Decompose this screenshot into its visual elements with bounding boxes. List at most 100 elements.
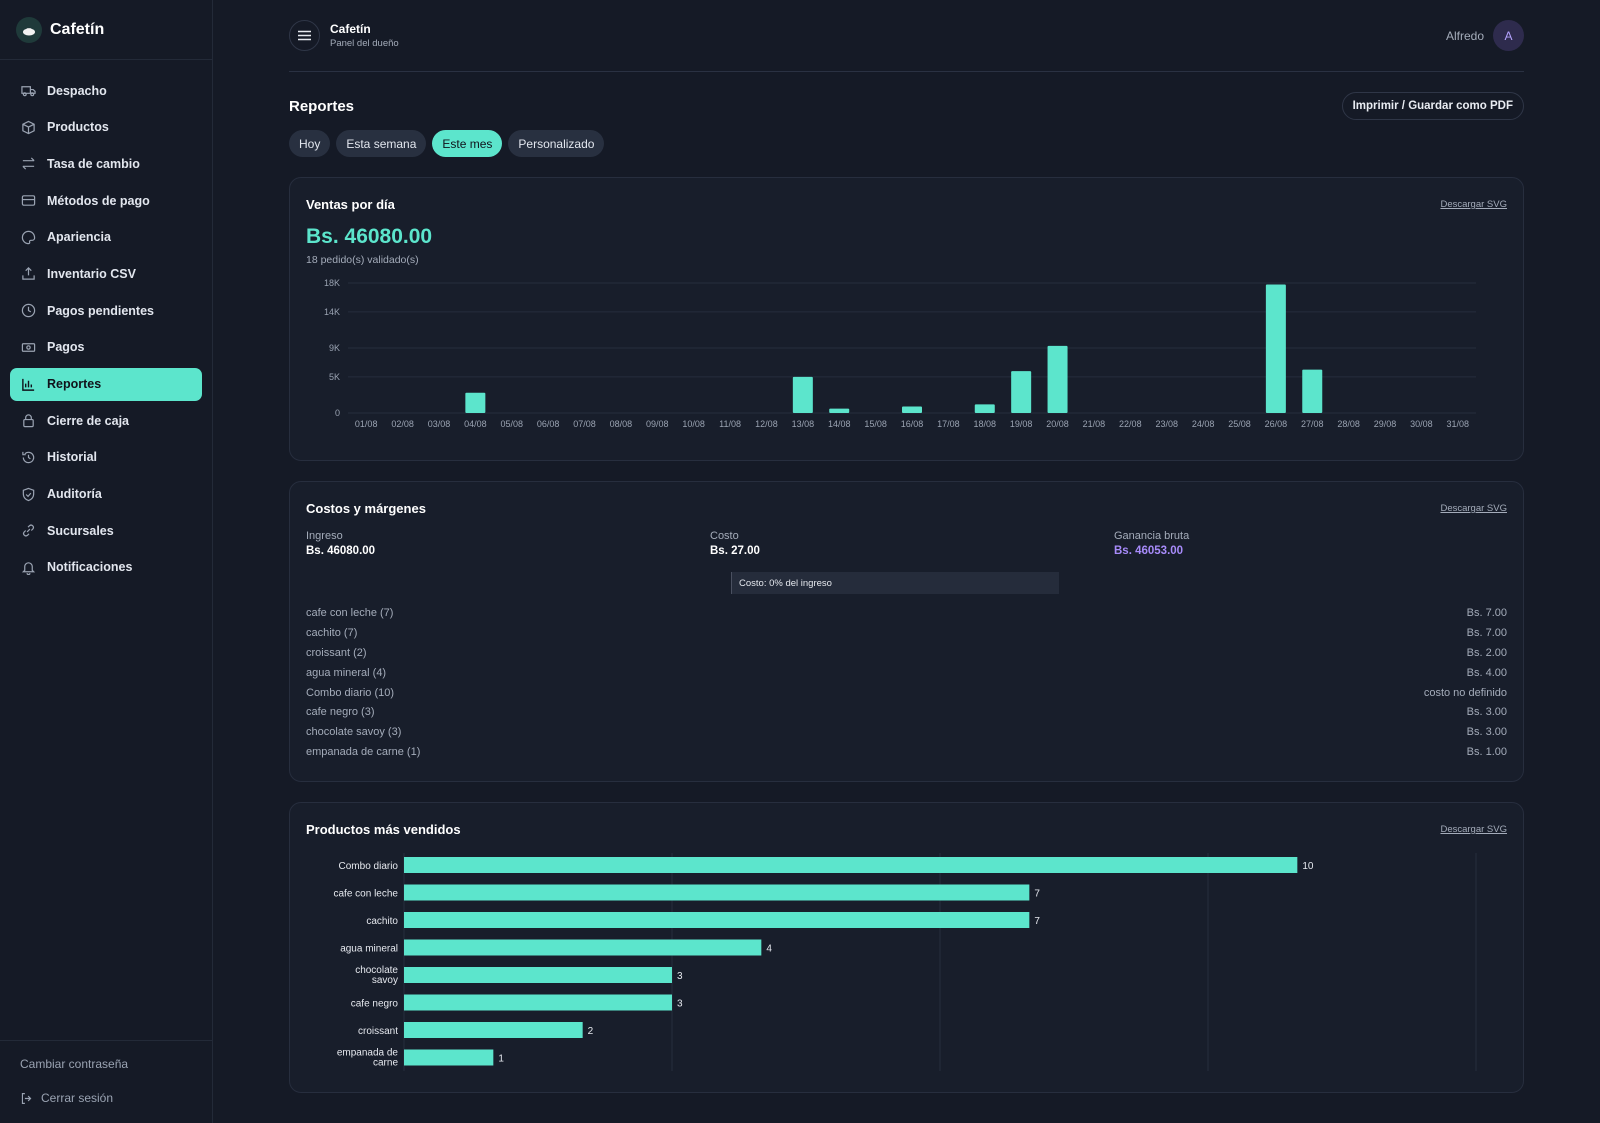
cost-item-value: Bs. 1.00 — [1466, 746, 1507, 759]
sidebar-item-productos[interactable]: Productos — [10, 111, 202, 144]
sidebar-item-despacho[interactable]: Despacho — [10, 74, 202, 107]
metric-cost: Costo Bs. 27.00 — [710, 530, 760, 557]
cost-item-name: croissant (2) — [306, 646, 367, 659]
x-tick-label: 05/08 — [500, 419, 523, 429]
page-title: Reportes — [289, 97, 355, 115]
user-menu[interactable]: Alfredo A — [1446, 20, 1524, 51]
product-value-label: 1 — [498, 1054, 504, 1065]
x-tick-label: 17/08 — [937, 419, 960, 429]
sidebar-nav: Despacho Productos Tasa de cambio Métodos d… — [0, 60, 212, 584]
cost-row: croissant (2) Bs. 2.00 — [306, 647, 1507, 667]
sales-bar — [1011, 371, 1032, 413]
x-tick-label: 12/08 — [755, 419, 778, 429]
x-tick-label: 06/08 — [537, 419, 560, 429]
cost-item-name: empanada de carne (1) — [306, 746, 421, 759]
banknote-icon — [21, 342, 36, 352]
shield-icon — [22, 487, 35, 501]
topbar: Cafetín Panel del dueño Alfredo A — [289, 0, 1524, 72]
cost-row: chocolate savoy (3) Bs. 3.00 — [306, 726, 1507, 746]
history-icon — [22, 451, 35, 464]
x-tick-label: 16/08 — [901, 419, 924, 429]
cost-item-name: cachito (7) — [306, 626, 358, 639]
sales-bar — [1302, 369, 1323, 413]
sales-bar — [465, 392, 486, 413]
sidebar-item-label: Tasa de cambio — [47, 156, 140, 171]
logout-link[interactable]: Cerrar sesión — [20, 1091, 212, 1105]
filter-pill[interactable]: Esta semana — [336, 130, 427, 157]
cost-item-value: Bs. 3.00 — [1466, 726, 1507, 739]
sidebar: Cafetín Despacho Productos Tasa de cambio M… — [0, 0, 213, 1123]
filter-pill[interactable]: Este mes — [432, 130, 503, 157]
filter-pill[interactable]: Personalizado — [508, 130, 605, 157]
sidebar-item-cierre-de-caja[interactable]: Cierre de caja — [10, 404, 202, 437]
product-bar — [404, 1049, 494, 1066]
print-pdf-button[interactable]: Imprimir / Guardar como PDF — [1341, 92, 1524, 120]
palette-icon — [21, 230, 36, 244]
product-label: cafe con leche — [334, 889, 399, 900]
sidebar-item-label: Reportes — [47, 377, 102, 391]
sidebar-item-auditoria[interactable]: Auditoría — [10, 478, 202, 511]
sidebar-item-apariencia[interactable]: Apariencia — [10, 221, 202, 254]
cost-item-name: cafe con leche (7) — [306, 607, 394, 619]
sidebar-item-metodos-de-pago[interactable]: Métodos de pago — [10, 184, 202, 217]
x-tick-label: 27/08 — [1301, 419, 1324, 429]
sidebar-item-tasa-de-cambio[interactable]: Tasa de cambio — [10, 147, 202, 180]
top-products-download-svg-link[interactable]: Descargar SVG — [1440, 824, 1507, 835]
costs-download-svg-link[interactable]: Descargar SVG — [1440, 503, 1507, 514]
sidebar-item-label: Cierre de caja — [47, 413, 129, 428]
logout-icon — [21, 1092, 32, 1104]
sidebar-item-sucursales[interactable]: Sucursales — [10, 514, 202, 547]
sales-bar — [902, 406, 922, 413]
app-heading: Cafetín Panel del dueño — [330, 22, 399, 49]
x-tick-label: 30/08 — [1410, 419, 1433, 429]
metric-value: Bs. 46080.00 — [306, 545, 376, 557]
cost-row: cafe con leche (7) Bs. 7.00 — [306, 607, 1507, 627]
avatar[interactable]: A — [1493, 20, 1524, 51]
x-tick-label: 10/08 — [682, 419, 705, 429]
sidebar-item-label: Productos — [47, 120, 109, 135]
main-content: Cafetín Panel del dueño Alfredo A Report… — [289, 0, 1524, 1093]
product-bar — [404, 994, 672, 1011]
cost-item-name: agua mineral (4) — [306, 666, 387, 679]
coffee-cup-icon — [16, 16, 42, 43]
product-bar — [404, 912, 1030, 928]
bar-chart-icon — [22, 378, 35, 391]
product-value-label: 7 — [1034, 916, 1040, 927]
cost-item-name: Combo diario (10) — [306, 686, 395, 699]
x-tick-label: 14/08 — [828, 419, 851, 429]
cost-row: cafe negro (3) Bs. 3.00 — [306, 706, 1507, 726]
costs-card: Costos y márgenes Descargar SVG Ingreso … — [289, 481, 1524, 782]
credit-card-icon — [21, 195, 36, 206]
sidebar-item-label: Pagos — [47, 340, 85, 355]
sales-card: Ventas por día Descargar SVG Bs. 46080.0… — [289, 177, 1524, 461]
sidebar-item-pagos[interactable]: Pagos — [10, 331, 202, 364]
filter-pill[interactable]: Hoy — [289, 130, 331, 157]
sidebar-item-label: Despacho — [47, 83, 107, 98]
metric-label: Ingreso — [306, 530, 343, 542]
sidebar-item-historial[interactable]: Historial — [10, 441, 202, 474]
sales-download-svg-link[interactable]: Descargar SVG — [1440, 199, 1507, 210]
change-password-link[interactable]: Cambiar contraseña — [20, 1057, 129, 1071]
x-tick-label: 20/08 — [1046, 419, 1069, 429]
app-subtitle: Panel del dueño — [330, 38, 399, 49]
cost-item-name: chocolate savoy (3) — [306, 726, 402, 739]
cost-row: Combo diario (10) costo no definido — [306, 687, 1507, 707]
sidebar-item-notificaciones[interactable]: Notificaciones — [10, 551, 202, 584]
app-title: Cafetín — [330, 22, 371, 36]
sidebar-item-label: Auditoría — [47, 487, 102, 502]
sidebar-item-label: Métodos de pago — [47, 193, 150, 208]
sidebar-item-reportes[interactable]: Reportes — [10, 367, 202, 401]
sidebar-item-label: Inventario CSV — [47, 266, 136, 281]
brand[interactable]: Cafetín — [0, 0, 212, 60]
metric-value: Bs. 46053.00 — [1114, 545, 1184, 557]
product-value-label: 2 — [588, 1026, 594, 1037]
upload-icon — [22, 267, 35, 281]
sidebar-item-pagos-pendientes[interactable]: Pagos pendientes — [10, 294, 202, 327]
box-icon — [22, 120, 35, 134]
menu-button[interactable] — [289, 20, 320, 51]
sidebar-footer: Cambiar contraseña Cerrar sesión — [0, 1040, 212, 1123]
bell-icon — [21, 562, 36, 575]
sidebar-item-inventario-csv[interactable]: Inventario CSV — [10, 257, 202, 290]
sales-card-title: Ventas por día — [306, 197, 395, 212]
link-icon — [23, 524, 34, 537]
